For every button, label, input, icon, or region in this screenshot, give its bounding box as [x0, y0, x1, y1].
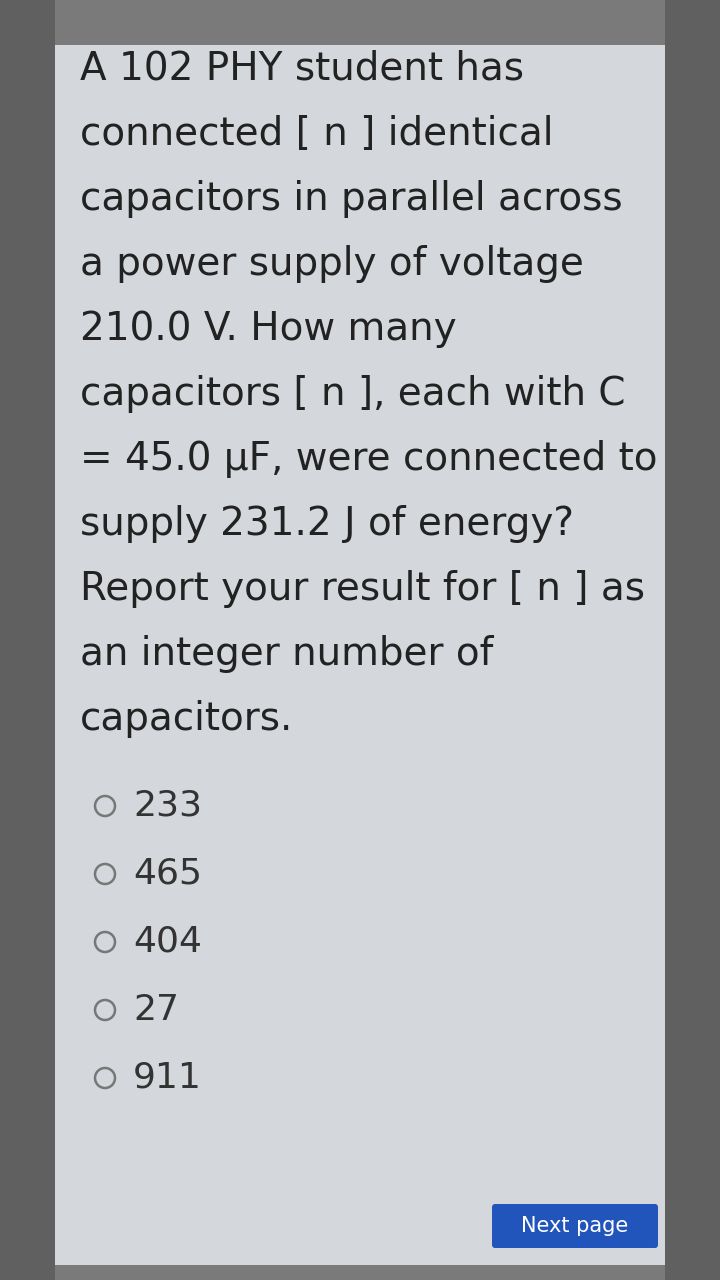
- Text: 404: 404: [133, 925, 202, 959]
- Text: 465: 465: [133, 858, 202, 891]
- Text: capacitors.: capacitors.: [80, 700, 293, 739]
- Text: capacitors in parallel across: capacitors in parallel across: [80, 180, 623, 218]
- FancyBboxPatch shape: [665, 0, 720, 1280]
- Text: Report your result for [ n ] as: Report your result for [ n ] as: [80, 570, 645, 608]
- Text: A 102 PHY student has: A 102 PHY student has: [80, 50, 524, 88]
- Text: capacitors [ n ], each with C: capacitors [ n ], each with C: [80, 375, 626, 413]
- Text: connected [ n ] identical: connected [ n ] identical: [80, 115, 554, 154]
- Text: Next page: Next page: [521, 1216, 629, 1236]
- Text: 210.0 V. How many: 210.0 V. How many: [80, 310, 456, 348]
- Text: 233: 233: [133, 788, 202, 823]
- FancyBboxPatch shape: [492, 1204, 658, 1248]
- Text: = 45.0 μF, were connected to: = 45.0 μF, were connected to: [80, 440, 657, 477]
- Text: 911: 911: [133, 1061, 202, 1094]
- FancyBboxPatch shape: [0, 0, 55, 1280]
- Text: 27: 27: [133, 993, 179, 1027]
- Text: an integer number of: an integer number of: [80, 635, 493, 673]
- Text: supply 231.2 J of energy?: supply 231.2 J of energy?: [80, 506, 574, 543]
- Text: a power supply of voltage: a power supply of voltage: [80, 244, 584, 283]
- FancyBboxPatch shape: [55, 45, 665, 1265]
